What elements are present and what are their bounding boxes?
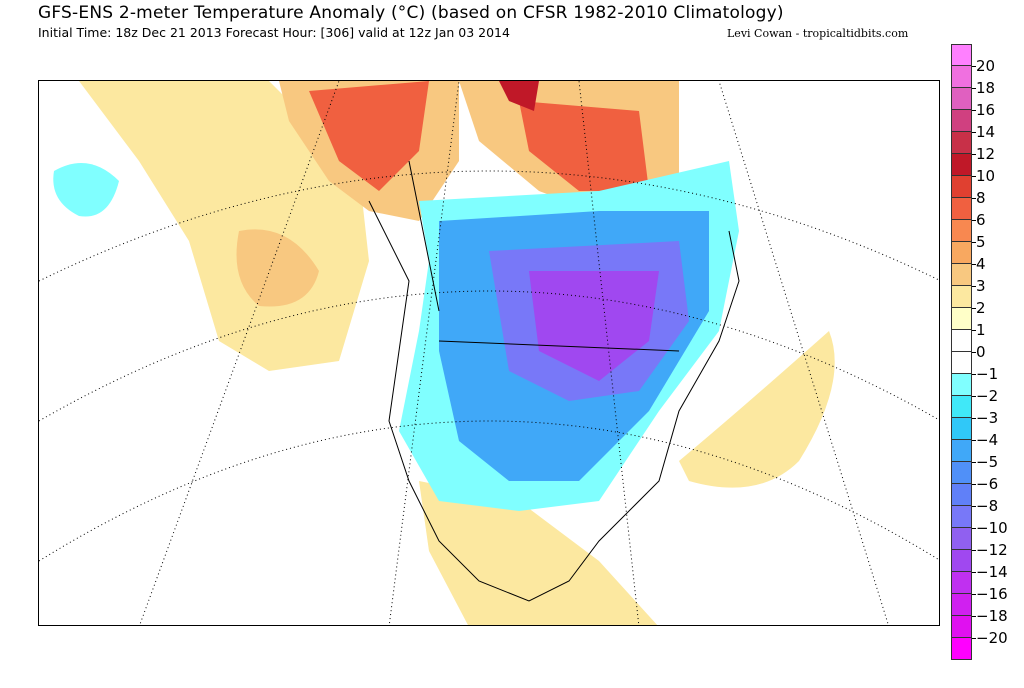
colorbar-label: 1	[976, 321, 986, 339]
colorbar-tick	[972, 330, 976, 331]
colorbar-label: −3	[976, 409, 999, 427]
warm-anomaly-alaska-core	[309, 81, 429, 191]
colorbar-tick	[972, 462, 976, 463]
colorbar-tick	[972, 396, 976, 397]
colorbar-swatch	[951, 572, 972, 594]
colorbar-swatch	[951, 550, 972, 572]
colorbar-swatch	[951, 594, 972, 616]
colorbar-swatch	[951, 462, 972, 484]
colorbar-label: −16	[976, 585, 1008, 603]
colorbar-label: 20	[976, 57, 996, 75]
colorbar-tick	[972, 286, 976, 287]
colorbar-tick	[972, 242, 976, 243]
colorbar-swatch	[951, 616, 972, 638]
colorbar-tick	[972, 110, 976, 111]
colorbar-label: 12	[976, 145, 996, 163]
colorbar-tick	[972, 66, 976, 67]
colorbar-swatch	[951, 506, 972, 528]
colorbar-swatch	[951, 440, 972, 462]
map-title: GFS-ENS 2-meter Temperature Anomaly (°C)…	[38, 3, 784, 23]
colorbar-tick	[972, 220, 976, 221]
colorbar-swatch	[951, 88, 972, 110]
warm-anomaly-atlantic	[679, 331, 835, 488]
colorbar-tick	[972, 264, 976, 265]
warm-anomaly-pacific-core	[236, 229, 319, 307]
colorbar-label: 0	[976, 343, 986, 361]
warm-anomaly-greenland-peak	[499, 81, 539, 111]
colorbar-label: 10	[976, 167, 996, 185]
map-subtitle: Initial Time: 18z Dec 21 2013 Forecast H…	[38, 25, 510, 40]
colorbar-swatch	[951, 264, 972, 286]
colorbar-tick	[972, 616, 976, 617]
colorbar-label: −8	[976, 497, 999, 515]
colorbar-tick	[972, 352, 976, 353]
colorbar-label: −6	[976, 475, 999, 493]
colorbar	[951, 44, 972, 660]
colorbar-tick	[972, 88, 976, 89]
colorbar-swatch	[951, 176, 972, 198]
colorbar-tick	[972, 572, 976, 573]
colorbar-tick	[972, 484, 976, 485]
colorbar-tick	[972, 308, 976, 309]
colorbar-label: 4	[976, 255, 986, 273]
colorbar-swatch	[951, 154, 972, 176]
colorbar-swatch	[951, 198, 972, 220]
colorbar-swatch	[951, 330, 972, 352]
colorbar-swatch	[951, 132, 972, 154]
colorbar-tick	[972, 374, 976, 375]
colorbar-swatch	[951, 66, 972, 88]
colorbar-label: −14	[976, 563, 1008, 581]
colorbar-label: −1	[976, 365, 999, 383]
colorbar-label: 14	[976, 123, 996, 141]
colorbar-tick	[972, 594, 976, 595]
colorbar-label: −5	[976, 453, 999, 471]
colorbar-swatch	[951, 374, 972, 396]
temperature-anomaly-map	[38, 80, 940, 626]
colorbar-label: −4	[976, 431, 999, 449]
warm-anomaly-greenland-core	[519, 101, 649, 191]
colorbar-tick	[972, 528, 976, 529]
map-canvas	[39, 81, 939, 625]
colorbar-swatch	[951, 44, 972, 66]
colorbar-swatch	[951, 220, 972, 242]
colorbar-label: −2	[976, 387, 999, 405]
credit-text: Levi Cowan - tropicaltidbits.com	[727, 27, 909, 40]
colorbar-swatch	[951, 110, 972, 132]
colorbar-tick	[972, 638, 976, 639]
colorbar-label: 5	[976, 233, 986, 251]
colorbar-swatch	[951, 286, 972, 308]
colorbar-tick	[972, 440, 976, 441]
warm-anomaly-mexico	[419, 481, 658, 625]
colorbar-swatch	[951, 308, 972, 330]
colorbar-swatch	[951, 352, 972, 374]
colorbar-label: 18	[976, 79, 996, 97]
colorbar-tick	[972, 198, 976, 199]
colorbar-label: −12	[976, 541, 1008, 559]
cold-anomaly-core	[529, 271, 659, 381]
colorbar-swatch	[951, 484, 972, 506]
colorbar-swatch	[951, 418, 972, 440]
colorbar-label: −18	[976, 607, 1008, 625]
colorbar-tick	[972, 550, 976, 551]
colorbar-tick	[972, 154, 976, 155]
colorbar-tick	[972, 132, 976, 133]
colorbar-label: 3	[976, 277, 986, 295]
colorbar-swatch	[951, 638, 972, 660]
cold-anomaly-pacific	[53, 163, 119, 217]
colorbar-tick	[972, 418, 976, 419]
colorbar-label: −20	[976, 629, 1008, 647]
colorbar-label: −10	[976, 519, 1008, 537]
colorbar-swatch	[951, 396, 972, 418]
colorbar-label: 16	[976, 101, 996, 119]
colorbar-tick	[972, 506, 976, 507]
colorbar-swatch	[951, 242, 972, 264]
colorbar-label: 6	[976, 211, 986, 229]
colorbar-label: 8	[976, 189, 986, 207]
colorbar-label: 2	[976, 299, 986, 317]
colorbar-tick	[972, 176, 976, 177]
colorbar-swatch	[951, 528, 972, 550]
